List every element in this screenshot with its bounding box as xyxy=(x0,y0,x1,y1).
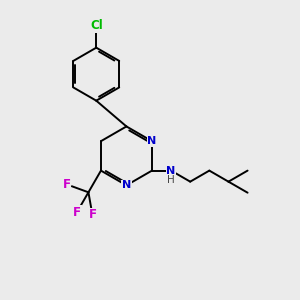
Text: F: F xyxy=(88,208,96,221)
Text: F: F xyxy=(63,178,71,191)
Text: N: N xyxy=(122,180,131,190)
Text: N: N xyxy=(167,166,176,176)
Text: Cl: Cl xyxy=(90,19,103,32)
Text: H: H xyxy=(167,175,175,185)
Text: N: N xyxy=(147,136,157,146)
Text: F: F xyxy=(73,206,81,219)
